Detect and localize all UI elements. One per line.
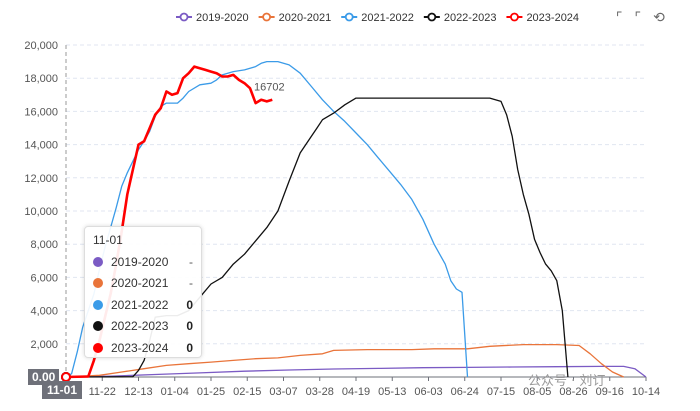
series-line [65,365,647,378]
legend-marker-icon [262,12,272,22]
x-tick-label: 01-25 [197,386,225,398]
series-dot-icon [93,321,103,332]
legend-label: 2021-2022 [361,12,414,24]
hover-x-label: 11-01 [42,381,83,399]
series-line [65,343,624,378]
tooltip-series-name: 2023-2024 [111,340,169,355]
y-tick-label: 10,000 [24,206,58,218]
tooltip: 11-01 2019-2020 - 2020-2021 - 2021-2022 … [84,226,202,358]
series-dot-icon [93,299,103,310]
tooltip-row: 2023-2024 0 [85,337,201,359]
series-line [65,60,469,378]
tooltip-row: 2019-2020 - [85,251,201,273]
legend-label: 2019-2020 [196,12,249,24]
y-tick-label: 4,000 [30,306,58,318]
tooltip-row: 2021-2022 0 [85,294,201,316]
y-tick-label: 18,000 [24,73,58,85]
x-tick-label: 10-14 [632,386,660,398]
x-tick-label: 08-26 [559,386,587,398]
tooltip-series-name: 2022-2023 [111,319,169,334]
x-tick-label: 06-03 [414,386,442,398]
zoom-reset-icon[interactable]: ⌜ [634,10,642,26]
tooltip-series-value: 0 [186,319,193,334]
tooltip-series-value: 0 [186,297,193,312]
x-tick-label: 01-04 [161,386,189,398]
x-tick-label: 11-22 [89,386,116,398]
restore-icon[interactable]: ⟲ [653,10,665,26]
toolbox: ⌜ ⌜ ⟲ [616,10,665,26]
x-tick-label: 02-15 [233,386,261,398]
x-tick-label: 03-28 [306,386,334,398]
series-dot-icon [93,278,103,289]
y-tick-label: 14,000 [24,140,58,152]
tooltip-series-name: 2019-2020 [111,254,169,269]
y-tick-label: 20,000 [24,40,58,52]
x-tick-label: 05-13 [378,386,406,398]
tooltip-series-name: 2021-2022 [111,297,169,312]
legend-marker-icon [510,12,519,22]
legend-label: 2022-2023 [444,12,497,24]
y-tick-label: 16,000 [24,106,58,118]
end-value-label: 16702 [254,82,285,94]
legend-label: 2020-2021 [279,12,332,24]
series-dot-icon [93,256,103,267]
tooltip-series-name: 2020-2021 [111,276,169,291]
x-tick-label: 12-13 [124,386,152,398]
legend-marker-icon [427,12,437,22]
y-tick-label: 2,000 [30,339,58,351]
tooltip-series-value: - [189,276,193,291]
tooltip-row: 2020-2021 - [85,273,201,295]
tooltip-series-value: - [189,254,193,269]
watermark: 公众号 · 刘订 [528,374,606,389]
series-dot-icon [93,342,103,353]
hover-point [61,372,71,382]
y-tick-label: 12,000 [24,173,58,185]
legend-marker-icon [179,12,189,22]
tooltip-title: 11-01 [93,233,123,247]
x-tick-label: 08-05 [523,386,551,398]
legend-label: 2023-2024 [526,12,579,24]
x-tick-label: 04-19 [342,386,370,398]
x-tick-label: 09-16 [596,386,624,398]
tooltip-series-value: 0 [186,340,193,355]
x-tick-label: 03-07 [269,386,297,398]
legend-marker-icon [344,12,354,22]
x-tick-label: 06-24 [451,386,479,398]
data-zoom-icon[interactable]: ⌜ [616,10,623,26]
tooltip-row: 2022-2023 0 [85,316,201,338]
x-tick-label: 07-15 [487,386,515,398]
y-tick-label: 8,000 [30,239,58,251]
y-tick-label: 6,000 [30,272,58,284]
